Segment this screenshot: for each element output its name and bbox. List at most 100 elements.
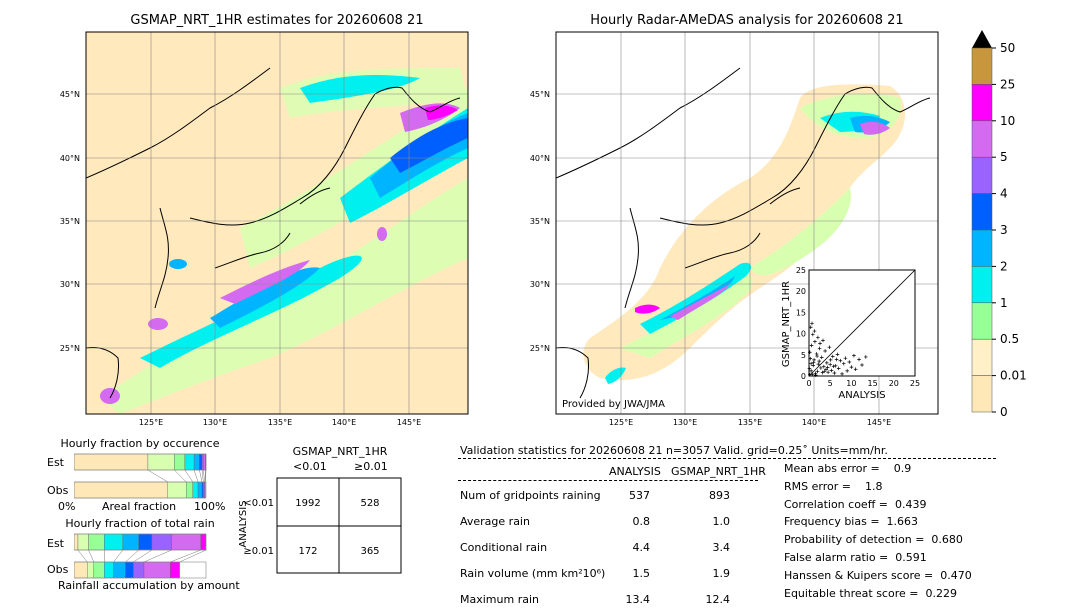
validation-score: Frequency bias = 1.663 <box>784 515 919 529</box>
colorbar-extend-arrow <box>972 30 992 48</box>
fraction-segment <box>171 533 201 551</box>
colorbar-cell <box>971 156 993 194</box>
fraction-segment <box>184 453 195 471</box>
scatter-xtick: 15 <box>868 379 878 388</box>
validation-row-analysis: 537 <box>629 489 650 502</box>
fraction-segment <box>143 561 171 579</box>
occurrence-axis-left: 0% <box>58 500 76 513</box>
right-lat-label: 45°N <box>530 90 550 99</box>
scatter-point <box>809 369 813 373</box>
validation-score: Probability of detection = 0.680 <box>784 533 963 547</box>
occurrence-axis-right: 100% <box>194 500 226 513</box>
scatter-point <box>852 353 856 358</box>
validation-row-label: Rain volume (mm km²10⁶) <box>460 567 606 580</box>
scatter-point <box>834 357 839 362</box>
contingency-row-axis: ANALYSIS <box>238 500 249 547</box>
fraction-segment <box>74 561 88 579</box>
scatter-point <box>816 335 820 340</box>
fraction-segment <box>122 533 139 551</box>
scatter-point <box>840 372 844 376</box>
scatter-point <box>811 360 816 365</box>
occurrence-bars <box>74 453 207 499</box>
validation-row-gsmap: 893 <box>709 489 730 502</box>
right-lon-label: 135°E <box>738 418 762 427</box>
left-lat-label: 25°N <box>60 344 80 353</box>
fraction-segment <box>77 533 89 551</box>
scatter-point <box>811 332 815 337</box>
fraction-segment <box>113 561 126 579</box>
scatter-point <box>809 343 814 348</box>
scatter-point <box>819 366 823 370</box>
fraction-segment <box>197 481 203 499</box>
fraction-guide <box>77 549 88 563</box>
left-map-title: GSMAP_NRT_1HR estimates for 20260608 21 <box>130 13 424 28</box>
validation-col-analysis: ANALYSIS <box>609 465 661 478</box>
validation-row-analysis: 0.8 <box>632 515 651 528</box>
right-lon-label: 145°E <box>867 418 891 427</box>
fraction-segment <box>93 561 105 579</box>
fraction-segment <box>185 481 193 499</box>
scatter-point <box>822 369 827 374</box>
colorbar-label: 10 <box>1000 114 1015 128</box>
scatter-point <box>814 352 819 356</box>
total-rain-obs-label: Obs <box>47 563 69 576</box>
fraction-guide <box>113 549 124 563</box>
scatter-point <box>812 358 816 362</box>
scatter-point <box>817 359 821 363</box>
fraction-guide <box>205 469 207 483</box>
right-lat-label: 35°N <box>530 217 550 226</box>
validation-row-label: Conditional rain <box>460 541 548 554</box>
scatter-point <box>808 325 813 330</box>
colorbar-label: 0.01 <box>1000 369 1027 383</box>
left-lat-label: 30°N <box>60 280 80 289</box>
validation-divider <box>458 458 996 459</box>
scatter-xtick: 20 <box>889 379 899 388</box>
left-map-grid <box>86 32 468 414</box>
left-lon-label: 140°E <box>332 418 356 427</box>
scatter-point <box>828 362 832 367</box>
colorbar-label: 5 <box>1000 150 1008 164</box>
scatter-point <box>845 369 849 373</box>
scatter-point <box>812 329 817 333</box>
scatter-point <box>829 368 834 373</box>
colorbar-label: 4 <box>1000 187 1008 201</box>
contingency-col-ge: ≥0.01 <box>354 460 388 473</box>
fraction-guide <box>147 469 168 483</box>
scatter-point <box>819 355 824 360</box>
left-lon-label: 135°E <box>268 418 292 427</box>
validation-row-label: Maximum rain <box>460 593 539 606</box>
colorbar-cell <box>971 375 993 413</box>
scatter-point <box>808 350 812 355</box>
fraction-guide <box>174 469 187 483</box>
validation-row-label: Num of gridpoints raining <box>460 489 601 502</box>
right-map-coastline <box>556 67 931 399</box>
validation-score: RMS error = 1.8 <box>784 479 883 493</box>
right-lat-label: 25°N <box>530 344 550 353</box>
fraction-segment <box>193 453 200 471</box>
colorbar-label: 50 <box>1000 41 1015 55</box>
fraction-guide <box>184 469 194 483</box>
scatter-point <box>816 362 821 366</box>
validation-row-gsmap: 1.0 <box>712 515 731 528</box>
right-map-title: Hourly Radar-AMeDAS analysis for 2026060… <box>590 13 904 28</box>
scatter-point <box>808 356 813 361</box>
occurrence-axis-mid: Areal fraction <box>102 500 177 513</box>
left-map: 45°N 40°N 35°N 30°N 25°N 125°E 130°E 135… <box>60 31 469 427</box>
validation-score: Mean abs error = 0.9 <box>784 462 912 475</box>
fraction-segment <box>86 561 94 579</box>
fraction-segment <box>203 453 206 471</box>
total-rain-bars <box>74 533 207 579</box>
right-lon-label: 140°E <box>802 418 826 427</box>
fraction-guide <box>199 469 203 483</box>
scatter-point <box>825 365 830 370</box>
scatter-point <box>810 372 815 377</box>
scatter-point <box>853 367 858 372</box>
fraction-segment <box>192 481 199 499</box>
radar-credit: Provided by JWA/JMA <box>562 399 665 410</box>
scatter-point <box>811 363 816 368</box>
scatter-point <box>825 361 829 365</box>
scatter-point <box>818 341 822 346</box>
contingency-cell: 528 <box>360 498 379 509</box>
colorbar-label: 25 <box>1000 77 1015 91</box>
scatter-point <box>826 370 830 374</box>
